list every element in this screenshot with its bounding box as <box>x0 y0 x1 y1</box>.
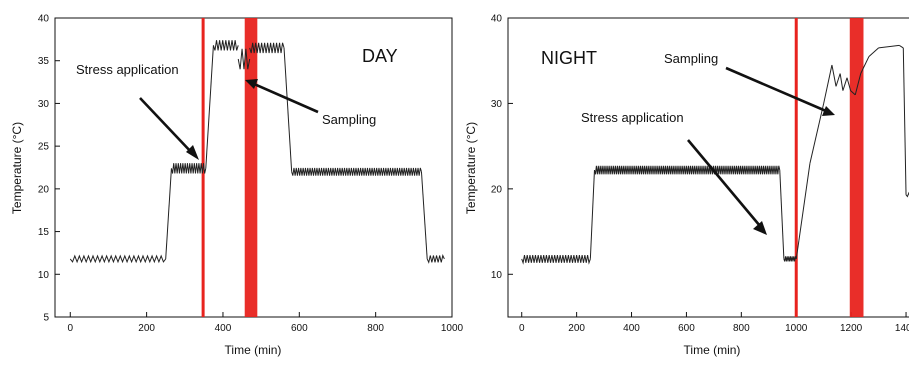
day-x-tick-label: 1000 <box>441 323 464 334</box>
day-y-tick-label: 10 <box>38 270 50 281</box>
day-y-tick-label: 15 <box>38 227 50 238</box>
night-series-transition <box>809 103 825 164</box>
night-series-transition <box>850 90 856 96</box>
day-series-transition <box>205 45 214 169</box>
night-series-transition <box>779 170 785 259</box>
night-chart-panel: 10 20 30 40 0 200 400 600 800 1000 1200 1400 Time … <box>464 14 909 357</box>
day-x-axis: 0 200 400 600 800 1000 <box>67 312 464 334</box>
day-sampling-label: Sampling <box>322 112 376 127</box>
day-sampling-arrow <box>253 82 319 114</box>
night-x-axis-title: Time (min) <box>684 343 741 357</box>
night-series-segment <box>905 191 909 198</box>
day-stress-arrow <box>139 97 194 155</box>
night-sampling-arrow <box>725 66 827 113</box>
night-y-tick-label: 40 <box>491 14 503 25</box>
night-x-tick-label: 400 <box>623 323 640 334</box>
day-stress-annotation: Stress application <box>76 62 199 160</box>
day-x-tick-label: 400 <box>215 323 232 334</box>
night-series-transition <box>835 73 841 87</box>
day-y-tick-label: 40 <box>38 14 50 25</box>
day-y-tick-label: 25 <box>38 142 50 153</box>
night-x-tick-label: 600 <box>678 323 695 334</box>
night-panel-label: NIGHT <box>541 48 597 68</box>
night-series-segment <box>521 254 591 265</box>
night-stress-annotation: Stress application <box>581 110 767 235</box>
night-series-transition <box>823 64 833 104</box>
night-series-transition <box>868 47 879 57</box>
day-series-segment <box>212 40 239 51</box>
day-y-tick-label: 30 <box>38 99 50 110</box>
day-series-segment <box>237 48 251 70</box>
day-y-axis: 5 10 15 20 25 30 35 40 <box>38 14 60 324</box>
night-series-transition <box>831 64 837 87</box>
day-series-transition <box>420 171 428 259</box>
day-series-segment <box>170 163 207 174</box>
day-series-segment <box>69 254 167 264</box>
night-x-tick-label: 800 <box>733 323 750 334</box>
day-x-tick-label: 0 <box>67 323 73 334</box>
night-series-transition <box>842 77 848 91</box>
night-series-transition <box>878 44 900 49</box>
day-x-tick-label: 800 <box>367 323 384 334</box>
night-x-tick-label: 0 <box>519 323 525 334</box>
night-x-tick-label: 200 <box>568 323 585 334</box>
night-y-axis-title: Temperature (°C) <box>464 122 478 214</box>
day-stress-arrowhead <box>186 145 199 160</box>
day-series-transition <box>165 168 172 259</box>
night-series-segment <box>783 256 797 262</box>
day-series-segment <box>291 167 422 176</box>
day-chart-panel: 5 10 15 20 25 30 35 40 0 200 400 600 800 1000 Time (… <box>10 14 464 358</box>
day-stress-label: Stress application <box>76 62 179 77</box>
night-y-axis: 10 20 30 40 <box>491 14 513 281</box>
night-series-transition <box>902 47 907 195</box>
day-y-tick-label: 5 <box>43 313 49 324</box>
night-series <box>521 44 909 265</box>
night-sampling-arrowhead <box>822 106 835 116</box>
day-y-axis-title: Temperature (°C) <box>10 122 24 214</box>
night-plot-frame <box>507 17 909 318</box>
night-y-tick-label: 20 <box>491 184 503 195</box>
day-sampling-annotation: Sampling <box>245 79 376 127</box>
day-sampling-band <box>244 18 258 317</box>
night-x-tick-label: 1200 <box>840 323 863 334</box>
day-sampling-arrowhead <box>245 79 258 89</box>
night-x-tick-label: 1000 <box>785 323 808 334</box>
night-series-transition <box>839 73 844 91</box>
night-series-transition <box>846 77 852 91</box>
night-y-tick-label: 30 <box>491 99 503 110</box>
day-x-tick-label: 200 <box>138 323 155 334</box>
day-series-transition <box>283 47 293 172</box>
night-series-transition <box>795 240 800 259</box>
day-series <box>69 40 445 264</box>
night-series-segment <box>593 165 781 175</box>
night-series-transition <box>860 56 870 74</box>
night-y-tick-label: 10 <box>491 270 503 281</box>
night-sampling-label: Sampling <box>664 51 718 66</box>
night-markers <box>794 18 864 317</box>
day-y-tick-label: 20 <box>38 184 50 195</box>
day-y-tick-label: 35 <box>38 56 50 67</box>
night-series-transition <box>589 170 595 259</box>
night-x-tick-label: 1400 <box>895 323 909 334</box>
night-sampling-annotation: Sampling <box>664 51 835 116</box>
night-series-transition <box>854 73 862 96</box>
day-series-segment <box>426 253 445 264</box>
day-panel-label: DAY <box>362 46 398 66</box>
day-series-segment <box>249 42 285 54</box>
night-sampling-band <box>849 18 864 317</box>
night-stress-arrow <box>687 139 761 227</box>
night-series-transition <box>798 163 811 241</box>
day-x-axis-title: Time (min) <box>225 343 282 357</box>
night-stress-label: Stress application <box>581 110 684 125</box>
day-x-tick-label: 600 <box>291 323 308 334</box>
night-stress-arrowhead <box>753 221 767 235</box>
night-series-transition <box>898 44 904 49</box>
